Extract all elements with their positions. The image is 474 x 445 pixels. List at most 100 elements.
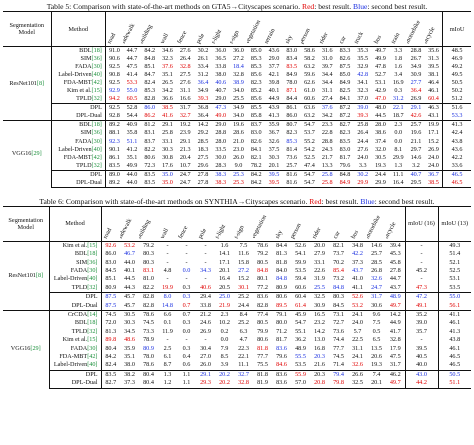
value-cell: 38.3 [211, 178, 230, 188]
value-cell: 70.2 [333, 258, 344, 266]
value-cell: 37.7 [268, 63, 280, 71]
column-header: road [101, 206, 120, 242]
method-name: Label-Driven[40] [51, 145, 106, 154]
value-cell: 53.2 [124, 241, 135, 249]
miou-cell: 46.5 [442, 178, 471, 188]
value-cell: 20.1 [219, 267, 230, 275]
value-cell: 30.9 [410, 71, 422, 79]
table-row: Kim et al.[15] 89.8 48.6 78.9- - -0.0 4.7 80.6 8… [3, 336, 471, 345]
value-cell: 80.4 [143, 370, 154, 378]
value-cell: 85.3 [250, 55, 262, 63]
value-cell: 85.0 [250, 47, 262, 54]
column-header-label: t-light [215, 223, 228, 240]
table-row: TPLD[32] 80.9 44.3 82.2 19.9 0.3 40.6 20.5 30.1 7… [3, 283, 471, 293]
value-cell: 82.2 [144, 145, 156, 153]
method-label: SIM [80, 55, 92, 63]
value-cell: 4.8 [163, 267, 172, 275]
value-cell: 32.9 [357, 63, 369, 71]
value-cell: 33.8 [200, 301, 211, 309]
value-cell: 19.3 [371, 361, 382, 369]
value-cell: 84.4 [286, 95, 298, 103]
value-cell: 39.3 [197, 95, 209, 103]
value-cell: 29.5 [407, 178, 425, 188]
value-cell: 0.5 [372, 327, 381, 335]
column-header: fence [176, 11, 195, 47]
method-citation: [18] [91, 47, 102, 54]
column-header: t-light [215, 206, 234, 242]
value-cell: 37.5 [268, 145, 280, 153]
value-cell: 25.2 [238, 293, 249, 301]
value-cell: 7.9 [220, 344, 229, 352]
method-name: Kim et al.[15] [49, 241, 102, 251]
miou-cell: 33.6 [442, 161, 471, 171]
value-cell: 6.6 [158, 310, 177, 320]
table-row: FADA[30] 84.5 40.1 83.1 4.8 0.0 34.3 20.1 27.2 84… [3, 267, 471, 276]
method-citation: [15] [87, 336, 98, 344]
miou-cell: 41.3 [442, 120, 471, 130]
value-cell: 24.0 [352, 319, 363, 327]
value-cell: 82.8 [143, 301, 154, 309]
value-cell: 35.9 [124, 344, 135, 352]
value-cell: 38.6 [375, 129, 386, 137]
value-cell: 11.6 [238, 250, 249, 258]
value-cell: 22.6 [314, 267, 325, 275]
caption-red-word: Red [302, 2, 315, 11]
value-cell: 81.0 [143, 275, 154, 283]
value-cell: 52.6 [352, 293, 363, 301]
method-citation: [32] [87, 327, 98, 335]
table-row: FDA-MBT[42] 84.2 35.1 78.0 6.1 0.4 27.0 8.5 22.1… [3, 353, 471, 362]
value-cell: 83.5 [140, 178, 159, 188]
method-name: BDL[18] [49, 319, 102, 328]
column-header: rider [318, 11, 337, 47]
value-cell: 20.6 [371, 353, 382, 361]
method-label: FDA-MBT [63, 153, 92, 161]
column-header: sidewalk [123, 11, 141, 47]
value-cell: 0.0 [220, 336, 229, 344]
value-cell: 80.9 [143, 344, 154, 352]
value-cell: 60.5 [126, 95, 138, 103]
value-cell: 92.9 [109, 87, 120, 95]
table-row: DPL-Dual 89.2 44.0 83.5 35.0 24.7 27.8 38.3 25.3… [3, 178, 471, 188]
value-cell: 54.7 [300, 120, 319, 130]
method-label: Kim et al. [62, 336, 88, 344]
value-cell: 20.4 [179, 153, 191, 161]
value-cell: 29.1 [158, 120, 177, 130]
value-cell: - [204, 275, 207, 283]
value-cell: 45.3 [389, 250, 401, 258]
model-header: Segmentation Model [3, 206, 50, 242]
method-name: DPL-Dual [49, 379, 102, 389]
value-cell: 31.1 [321, 87, 333, 95]
value-cell: 53.3 [126, 79, 138, 87]
value-cell: 24.7 [179, 170, 191, 178]
value-cell: 32.7 [179, 112, 191, 120]
value-cell: 84.5 [333, 301, 344, 309]
value-cell: 83.5 [105, 370, 117, 378]
value-cell: 26.9 [410, 95, 422, 103]
value-cell: 25.8 [321, 170, 333, 178]
value-cell: 26.4 [357, 129, 369, 137]
value-cell: 20.1 [268, 161, 280, 169]
value-cell: 0.6 [182, 361, 191, 369]
value-cell: 39.0 [357, 104, 369, 112]
value-cell: 27.0 [200, 353, 211, 361]
value-cell: 35.0 [162, 170, 173, 178]
value-cell: 87.1 [286, 87, 298, 95]
value-cell: 3.4 [394, 71, 403, 79]
value-cell: 25.8 [353, 120, 372, 130]
value-cell: 17.1 [428, 129, 439, 137]
table-row: FADA[30] 92.3 51.1 83.7 33.1 29.1 28.5 28.0 21.0… [3, 137, 471, 146]
value-cell: 80.9 [276, 283, 287, 291]
value-cell: 29.0 [211, 120, 230, 130]
value-cell: 60.6 [295, 283, 306, 291]
value-cell: 73.6 [333, 327, 344, 335]
value-cell: 43.9 [268, 104, 280, 112]
method-citation: [42] [91, 79, 102, 87]
value-cell: 33.4 [197, 63, 209, 71]
column-header-label: rider [318, 31, 330, 45]
value-cell: 48.0 [375, 104, 386, 112]
value-cell: 44.7 [126, 47, 138, 54]
miou-cell: 49.3 [437, 241, 471, 251]
table-row: FADA[30] 92.5 47.5 85.1 37.6 32.8 33.4 33.8 18.4… [3, 63, 471, 72]
value-cell: 82.1 [250, 153, 262, 161]
value-cell: 39.4 [389, 241, 401, 249]
